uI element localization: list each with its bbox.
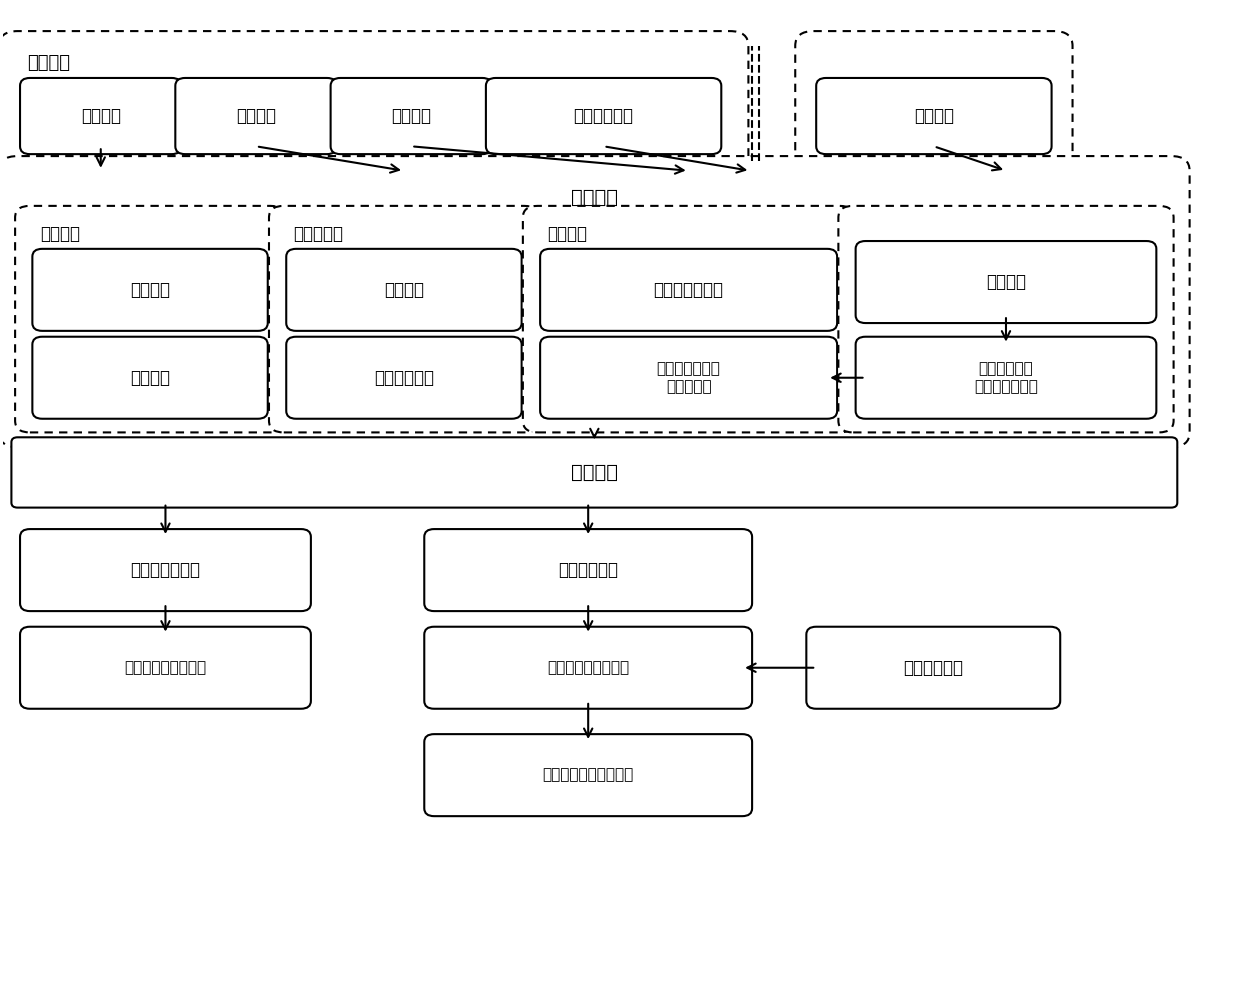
Text: 负荷模型: 负荷模型 [547, 226, 588, 244]
Text: 分时电价: 分时电价 [236, 107, 276, 125]
FancyBboxPatch shape [838, 206, 1174, 432]
Text: 经济模型: 经济模型 [130, 281, 170, 299]
FancyBboxPatch shape [425, 735, 753, 816]
Text: 储能模型: 储能模型 [40, 226, 79, 244]
FancyBboxPatch shape [425, 627, 753, 709]
FancyBboxPatch shape [32, 337, 267, 418]
Text: 预测室外温度: 预测室外温度 [573, 107, 634, 125]
FancyBboxPatch shape [11, 437, 1177, 508]
FancyBboxPatch shape [485, 78, 722, 154]
FancyBboxPatch shape [20, 78, 182, 154]
FancyBboxPatch shape [0, 31, 749, 176]
FancyBboxPatch shape [425, 529, 753, 611]
Text: 约束条件: 约束条件 [130, 368, 170, 387]
Text: 功率平衡约束: 功率平衡约束 [374, 368, 435, 387]
Text: 购售电模型: 购售电模型 [293, 226, 344, 244]
FancyBboxPatch shape [286, 337, 521, 418]
FancyBboxPatch shape [15, 206, 285, 432]
FancyBboxPatch shape [816, 78, 1051, 154]
Text: 空调所属建筑物
热力学模型: 空调所属建筑物 热力学模型 [656, 361, 721, 394]
Text: 在线调整空调设定温度: 在线调整空调设定温度 [542, 768, 634, 783]
Text: 空调能效比系
数、建筑物参数: 空调能效比系 数、建筑物参数 [974, 361, 1037, 394]
FancyBboxPatch shape [806, 627, 1060, 709]
Text: 空调温度自适应模型: 空调温度自适应模型 [547, 660, 629, 676]
FancyBboxPatch shape [286, 248, 521, 331]
Text: 储能参数: 储能参数 [80, 107, 121, 125]
Text: 用户需求: 用户需求 [391, 107, 431, 125]
Text: 空调优化温度: 空调优化温度 [558, 561, 618, 579]
FancyBboxPatch shape [855, 337, 1156, 418]
FancyBboxPatch shape [176, 78, 337, 154]
FancyBboxPatch shape [0, 156, 1190, 447]
FancyBboxPatch shape [855, 241, 1156, 323]
Text: 可平移负荷模型: 可平移负荷模型 [654, 281, 724, 299]
Text: 历史数据: 历史数据 [914, 107, 954, 125]
FancyBboxPatch shape [269, 206, 539, 432]
FancyBboxPatch shape [540, 248, 837, 331]
FancyBboxPatch shape [20, 627, 311, 709]
Text: 环境动态变化: 环境动态变化 [904, 659, 963, 677]
FancyBboxPatch shape [20, 529, 311, 611]
Text: 日前优化: 日前优化 [571, 463, 618, 482]
FancyBboxPatch shape [331, 78, 491, 154]
FancyBboxPatch shape [795, 31, 1072, 176]
Text: 输入数据: 输入数据 [27, 54, 71, 72]
FancyBboxPatch shape [540, 337, 837, 418]
Text: 参数拟合: 参数拟合 [985, 273, 1026, 291]
Text: 储能充放电计划: 储能充放电计划 [130, 561, 201, 579]
Text: 优化模型: 优化模型 [571, 189, 618, 207]
Text: 电价模型: 电价模型 [384, 281, 423, 299]
FancyBboxPatch shape [522, 206, 854, 432]
Text: 可平移负荷用电计划: 可平移负荷用电计划 [124, 660, 207, 676]
FancyBboxPatch shape [32, 248, 267, 331]
